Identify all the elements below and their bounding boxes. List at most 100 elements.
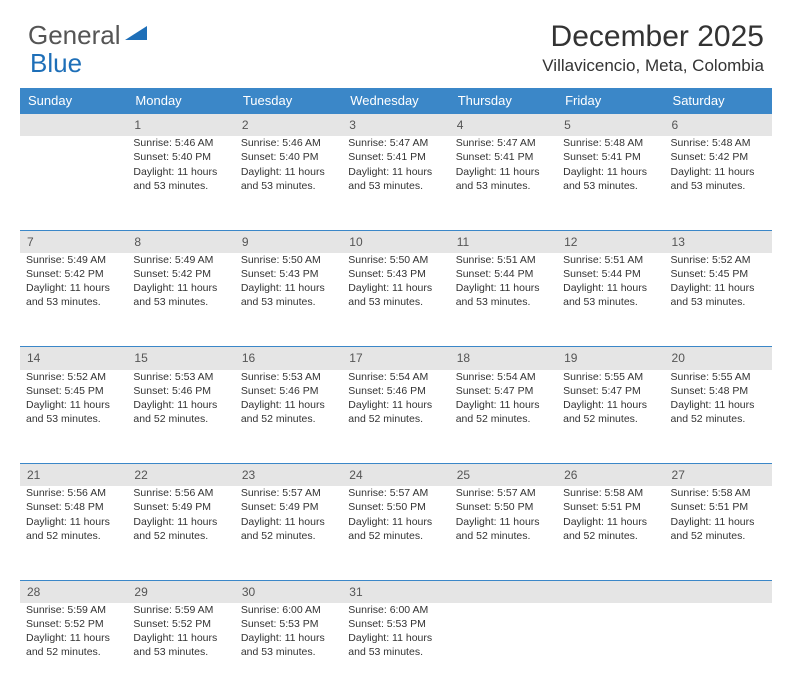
weekday-header-row: SundayMondayTuesdayWednesdayThursdayFrid…: [20, 88, 772, 114]
day-number: 29: [127, 580, 234, 603]
sunset-line: Sunset: 5:43 PM: [241, 268, 319, 280]
day-cell: Sunrise: 6:00 AMSunset: 5:53 PMDaylight:…: [235, 603, 342, 697]
day-content-row: Sunrise: 5:49 AMSunset: 5:42 PMDaylight:…: [20, 253, 772, 347]
day-number: [665, 580, 772, 603]
sunset-line: Sunset: 5:48 PM: [671, 385, 749, 397]
day-number: 12: [557, 230, 664, 253]
daylight-line: Daylight: 11 hours and 52 minutes.: [563, 399, 647, 425]
day-cell: Sunrise: 5:51 AMSunset: 5:44 PMDaylight:…: [557, 253, 664, 347]
sunset-line: Sunset: 5:46 PM: [348, 385, 426, 397]
sunrise-line: Sunrise: 5:50 AM: [348, 254, 428, 266]
day-number: 15: [127, 347, 234, 370]
day-content-row: Sunrise: 5:52 AMSunset: 5:45 PMDaylight:…: [20, 370, 772, 464]
sunrise-line: Sunrise: 5:47 AM: [348, 137, 428, 149]
day-cell: Sunrise: 5:53 AMSunset: 5:46 PMDaylight:…: [235, 370, 342, 464]
daylight-line: Daylight: 11 hours and 52 minutes.: [563, 516, 647, 542]
logo-word1: General: [28, 20, 121, 51]
daylight-line: Daylight: 11 hours and 53 minutes.: [348, 282, 432, 308]
sunrise-line: Sunrise: 5:58 AM: [671, 487, 751, 499]
day-number: 1: [127, 114, 234, 137]
sunset-line: Sunset: 5:52 PM: [26, 618, 104, 630]
sunrise-line: Sunrise: 5:55 AM: [671, 371, 751, 383]
day-number: 4: [450, 114, 557, 137]
day-cell: [557, 603, 664, 697]
sunset-line: Sunset: 5:44 PM: [456, 268, 534, 280]
day-cell: Sunrise: 5:57 AMSunset: 5:50 PMDaylight:…: [342, 486, 449, 580]
sunset-line: Sunset: 5:49 PM: [241, 501, 319, 513]
sunrise-line: Sunrise: 5:51 AM: [456, 254, 536, 266]
title-block: December 2025 Villavicencio, Meta, Colom…: [542, 20, 764, 76]
day-cell: Sunrise: 5:49 AMSunset: 5:42 PMDaylight:…: [20, 253, 127, 347]
sunrise-line: Sunrise: 5:47 AM: [456, 137, 536, 149]
day-number: 24: [342, 464, 449, 487]
day-cell: [20, 136, 127, 230]
day-cell: Sunrise: 5:49 AMSunset: 5:42 PMDaylight:…: [127, 253, 234, 347]
day-cell: Sunrise: 5:51 AMSunset: 5:44 PMDaylight:…: [450, 253, 557, 347]
day-number: [450, 580, 557, 603]
sunrise-line: Sunrise: 5:57 AM: [456, 487, 536, 499]
sunrise-line: Sunrise: 5:53 AM: [133, 371, 213, 383]
sunset-line: Sunset: 5:41 PM: [348, 151, 426, 163]
day-cell: Sunrise: 5:46 AMSunset: 5:40 PMDaylight:…: [235, 136, 342, 230]
sunrise-line: Sunrise: 5:50 AM: [241, 254, 321, 266]
sunset-line: Sunset: 5:51 PM: [671, 501, 749, 513]
daylight-line: Daylight: 11 hours and 52 minutes.: [456, 399, 540, 425]
sunset-line: Sunset: 5:51 PM: [563, 501, 641, 513]
day-content-row: Sunrise: 5:46 AMSunset: 5:40 PMDaylight:…: [20, 136, 772, 230]
day-cell: Sunrise: 5:57 AMSunset: 5:50 PMDaylight:…: [450, 486, 557, 580]
day-cell: Sunrise: 5:55 AM Sunset: 5:47 PM Daylight:…: [557, 370, 664, 464]
daylight-line: Daylight: 11 hours and 52 minutes.: [348, 399, 432, 425]
daylight-line: Daylight: 11 hours and 52 minutes.: [26, 632, 110, 658]
day-cell: Sunrise: 5:59 AMSunset: 5:52 PMDaylight:…: [127, 603, 234, 697]
month-title: December 2025: [542, 20, 764, 54]
sunset-line: Sunset: 5:44 PM: [563, 268, 641, 280]
day-number: [557, 580, 664, 603]
sunrise-line: Sunrise: 5:48 AM: [671, 137, 751, 149]
daylight-line: Daylight: 11 hours and 52 minutes.: [133, 399, 217, 425]
day-number: 31: [342, 580, 449, 603]
sunset-line: Sunset: 5:47 PM: [563, 385, 641, 397]
daylight-line: Daylight: 11 hours and 52 minutes.: [133, 516, 217, 542]
day-cell: Sunrise: 5:46 AMSunset: 5:40 PMDaylight:…: [127, 136, 234, 230]
daylight-line: Daylight: 11 hours and 53 minutes.: [563, 282, 647, 308]
daylight-line: Daylight: 11 hours and 53 minutes.: [348, 632, 432, 658]
sunrise-line: Sunrise: 5:54 AM: [348, 371, 428, 383]
sunset-line: Sunset: 5:46 PM: [241, 385, 319, 397]
sunset-line: Sunset: 5:45 PM: [671, 268, 749, 280]
logo-triangle-icon: [125, 24, 147, 47]
sunset-line: Sunset: 5:42 PM: [671, 151, 749, 163]
sunset-line: Sunset: 5:42 PM: [133, 268, 211, 280]
sunrise-line: Sunrise: 5:52 AM: [26, 371, 106, 383]
day-cell: Sunrise: 5:55 AM Sunset: 5:48 PM Daylight:…: [665, 370, 772, 464]
day-number-row: 28293031: [20, 580, 772, 603]
sunset-line: Sunset: 5:49 PM: [133, 501, 211, 513]
day-cell: Sunrise: 6:00 AMSunset: 5:53 PMDaylight:…: [342, 603, 449, 697]
sunrise-line: Sunrise: 5:59 AM: [26, 604, 106, 616]
day-cell: Sunrise: 5:56 AMSunset: 5:48 PMDaylight:…: [20, 486, 127, 580]
daylight-line: Daylight: 11 hours and 52 minutes.: [241, 399, 325, 425]
daylight-line: Daylight: 11 hours and 53 minutes.: [241, 632, 325, 658]
daylight-line: Daylight: 11 hours and 52 minutes.: [671, 399, 755, 425]
daylight-line: Daylight: 11 hours and 52 minutes.: [348, 516, 432, 542]
sunrise-line: Sunrise: 6:00 AM: [241, 604, 321, 616]
sunset-line: Sunset: 5:48 PM: [26, 501, 104, 513]
sunrise-line: Sunrise: 5:55 AM: [563, 371, 643, 383]
weekday-header: Thursday: [450, 88, 557, 114]
sunset-line: Sunset: 5:40 PM: [241, 151, 319, 163]
daylight-line: Daylight: 11 hours and 53 minutes.: [133, 282, 217, 308]
sunrise-line: Sunrise: 5:52 AM: [671, 254, 751, 266]
daylight-line: Daylight: 11 hours and 53 minutes.: [26, 282, 110, 308]
sunset-line: Sunset: 5:42 PM: [26, 268, 104, 280]
daylight-line: Daylight: 11 hours and 52 minutes.: [456, 516, 540, 542]
sunrise-line: Sunrise: 5:46 AM: [133, 137, 213, 149]
weekday-header: Wednesday: [342, 88, 449, 114]
sunrise-line: Sunrise: 5:57 AM: [241, 487, 321, 499]
sunset-line: Sunset: 5:52 PM: [133, 618, 211, 630]
day-cell: Sunrise: 5:52 AMSunset: 5:45 PMDaylight:…: [665, 253, 772, 347]
day-cell: Sunrise: 5:50 AMSunset: 5:43 PMDaylight:…: [342, 253, 449, 347]
day-number: 30: [235, 580, 342, 603]
day-number-row: 14151617181920: [20, 347, 772, 370]
sunset-line: Sunset: 5:47 PM: [456, 385, 534, 397]
day-number: 16: [235, 347, 342, 370]
day-cell: Sunrise: 5:48 AMSunset: 5:41 PMDaylight:…: [557, 136, 664, 230]
